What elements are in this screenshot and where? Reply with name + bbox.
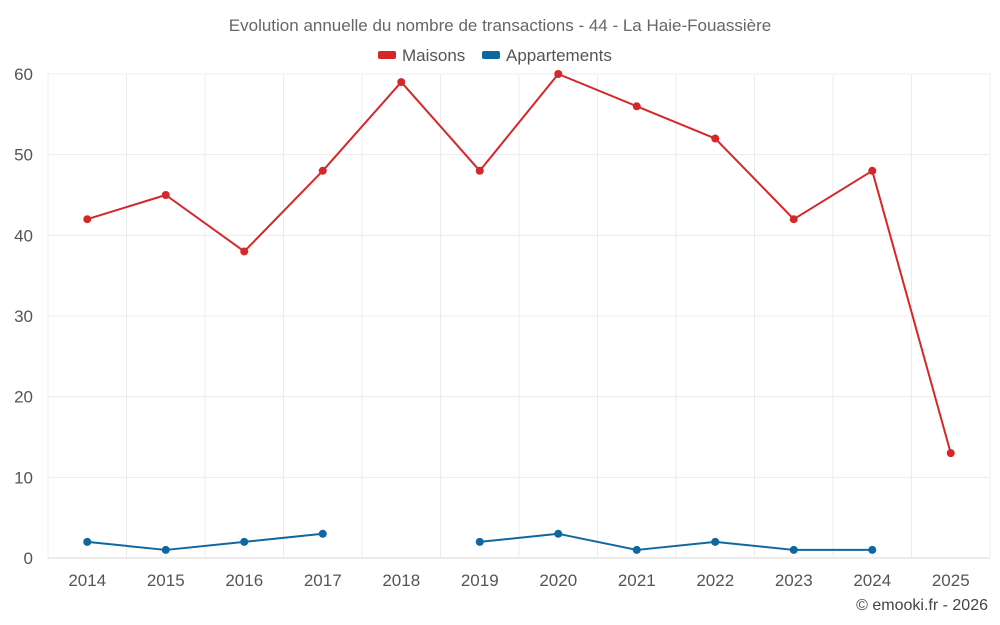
- data-point-maisons-2015[interactable]: [161, 191, 170, 199]
- x-tick-label-2025: 2025: [932, 571, 970, 590]
- y-tick-label: 10: [14, 468, 33, 487]
- data-point-maisons-2016[interactable]: [240, 247, 249, 256]
- data-point-maisons-2014[interactable]: [83, 215, 92, 224]
- legend-label-maisons: Maisons: [402, 46, 465, 65]
- legend-item-maisons[interactable]: Maisons: [378, 46, 465, 65]
- x-tick-label-2014: 2014: [68, 571, 106, 590]
- data-point-maisons-2024[interactable]: [868, 166, 877, 175]
- y-tick-label: 0: [24, 549, 33, 568]
- data-point-appartements-2024[interactable]: [868, 545, 877, 554]
- data-point-maisons-2021[interactable]: [632, 102, 641, 111]
- axes: 0 10 20 30 40 50 60 2014 2015 2016 2017 2018 2019 202…: [14, 65, 990, 590]
- series-line-maisons: [86, 73, 952, 454]
- data-point-maisons-2018[interactable]: [397, 78, 406, 87]
- y-tick-label: 20: [14, 388, 33, 407]
- series-line-appartements: [479, 532, 873, 551]
- x-tick-label-2024: 2024: [853, 571, 891, 590]
- legend-swatch-appartements: [482, 51, 500, 59]
- data-point-appartements-2019[interactable]: [475, 537, 484, 546]
- legend[interactable]: Maisons Appartements: [378, 46, 612, 65]
- y-tick-label: 50: [14, 146, 33, 165]
- y-tick-label: 30: [14, 307, 33, 326]
- chart-title: Evolution annuelle du nombre de transact…: [229, 16, 771, 35]
- y-tick-label: 60: [14, 65, 33, 84]
- data-point-appartements-2021[interactable]: [632, 545, 641, 554]
- data-point-maisons-2019[interactable]: [475, 166, 484, 175]
- data-point-appartements-2017[interactable]: [318, 529, 327, 538]
- data-point-appartements-2023[interactable]: [789, 545, 798, 554]
- y-tick-label: 40: [14, 226, 33, 245]
- x-tick-label-2021: 2021: [618, 571, 656, 590]
- data-point-appartements-2020[interactable]: [554, 529, 563, 538]
- data-point-maisons-2020[interactable]: [554, 70, 563, 78]
- data-point-appartements-2022[interactable]: [711, 537, 720, 546]
- data-point-appartements-2015[interactable]: [161, 545, 170, 554]
- data-point-maisons-2025[interactable]: [946, 449, 955, 458]
- data-point-maisons-2023[interactable]: [789, 215, 798, 224]
- data-point-appartements-2014[interactable]: [83, 537, 92, 546]
- x-tick-label-2019: 2019: [461, 571, 499, 590]
- legend-item-appartements[interactable]: Appartements: [482, 46, 612, 65]
- grid: [47, 73, 991, 558]
- x-tick-label-2023: 2023: [775, 571, 813, 590]
- x-tick-label-2017: 2017: [304, 571, 342, 590]
- credit-text: © emooki.fr - 2026: [856, 597, 988, 614]
- x-tick-label-2015: 2015: [147, 571, 185, 590]
- series-line-appartements: [87, 532, 323, 551]
- legend-swatch-maisons: [378, 51, 396, 59]
- series: [83, 70, 955, 554]
- x-tick-label-2022: 2022: [696, 571, 734, 590]
- x-tick-label-2016: 2016: [225, 571, 263, 590]
- x-tick-label-2020: 2020: [539, 571, 577, 590]
- data-point-maisons-2017[interactable]: [318, 166, 327, 175]
- legend-label-appartements: Appartements: [506, 46, 612, 65]
- data-point-maisons-2022[interactable]: [711, 134, 720, 143]
- x-tick-label-2018: 2018: [382, 571, 420, 590]
- data-point-appartements-2016[interactable]: [240, 537, 249, 546]
